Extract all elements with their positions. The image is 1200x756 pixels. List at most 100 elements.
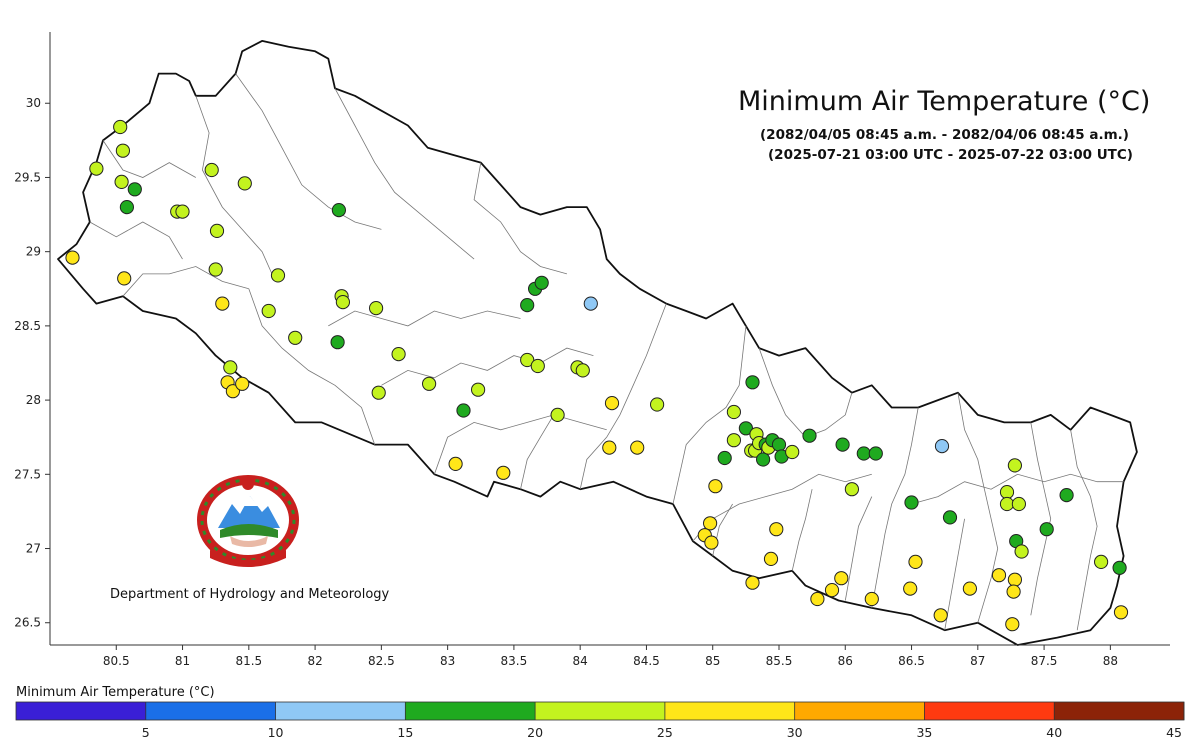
station-marker[interactable]: [1059, 488, 1074, 503]
district-line: [579, 303, 667, 490]
station-marker[interactable]: [856, 446, 871, 461]
station-marker[interactable]: [785, 444, 800, 460]
station-marker[interactable]: [802, 428, 817, 443]
station-marker[interactable]: [127, 182, 142, 197]
station-marker[interactable]: [726, 433, 742, 448]
station-marker[interactable]: [237, 176, 252, 191]
station-marker[interactable]: [810, 591, 825, 607]
station-marker[interactable]: [391, 347, 406, 362]
station-marker[interactable]: [824, 583, 840, 598]
station-marker[interactable]: [331, 203, 346, 218]
station-marker[interactable]: [703, 516, 718, 531]
station-marker[interactable]: [1113, 605, 1129, 620]
station-marker[interactable]: [448, 456, 463, 471]
district-line: [248, 288, 376, 445]
station-marker[interactable]: [534, 275, 549, 290]
legend-tick-label: 20: [527, 725, 543, 740]
station-marker[interactable]: [1011, 496, 1027, 512]
district-line: [328, 310, 521, 327]
station-marker[interactable]: [933, 608, 948, 623]
station-marker[interactable]: [903, 581, 918, 596]
station-marker[interactable]: [371, 385, 386, 400]
station-marker[interactable]: [1014, 544, 1029, 559]
station-marker[interactable]: [119, 200, 135, 215]
station-markers: [65, 119, 1129, 632]
station-marker[interactable]: [704, 535, 719, 550]
station-marker[interactable]: [223, 360, 238, 375]
station-marker[interactable]: [630, 440, 645, 455]
station-marker[interactable]: [904, 495, 919, 510]
district-line: [235, 73, 382, 230]
station-marker[interactable]: [330, 335, 345, 350]
station-marker[interactable]: [763, 551, 779, 567]
station-marker[interactable]: [520, 352, 535, 368]
station-marker[interactable]: [575, 363, 590, 378]
station-marker[interactable]: [422, 376, 437, 391]
station-marker[interactable]: [1112, 560, 1127, 575]
station-marker[interactable]: [769, 522, 784, 537]
station-marker[interactable]: [1094, 554, 1109, 570]
station-marker[interactable]: [520, 298, 535, 313]
station-marker[interactable]: [89, 161, 104, 176]
station-marker[interactable]: [496, 465, 511, 480]
station-marker[interactable]: [215, 296, 230, 311]
station-marker[interactable]: [369, 301, 384, 316]
y-tick-label: 26.5: [14, 616, 41, 630]
station-marker[interactable]: [209, 223, 225, 238]
station-marker[interactable]: [738, 421, 754, 436]
station-marker[interactable]: [335, 295, 350, 310]
station-marker[interactable]: [942, 510, 958, 525]
station-marker[interactable]: [756, 452, 771, 467]
district-line: [434, 414, 607, 475]
station-marker[interactable]: [208, 262, 223, 277]
station-marker[interactable]: [115, 143, 131, 158]
station-marker[interactable]: [175, 204, 190, 219]
legend-bin: [405, 702, 536, 720]
station-marker[interactable]: [1039, 522, 1054, 537]
station-marker[interactable]: [771, 437, 787, 452]
station-marker[interactable]: [471, 382, 486, 397]
station-marker[interactable]: [745, 375, 760, 390]
station-marker[interactable]: [708, 479, 723, 494]
station-marker[interactable]: [717, 450, 732, 466]
x-tick-label: 85: [705, 654, 720, 668]
station-marker[interactable]: [991, 568, 1007, 583]
station-marker[interactable]: [999, 496, 1015, 512]
station-marker[interactable]: [288, 330, 303, 345]
legend-bin: [664, 702, 795, 720]
station-marker[interactable]: [1005, 617, 1020, 632]
station-marker[interactable]: [113, 119, 128, 135]
station-marker[interactable]: [114, 174, 129, 189]
station-marker[interactable]: [962, 581, 978, 596]
station-marker[interactable]: [864, 591, 879, 607]
legend-bin: [145, 702, 276, 720]
station-marker[interactable]: [117, 271, 132, 286]
station-marker[interactable]: [650, 397, 665, 412]
station-marker[interactable]: [604, 396, 620, 411]
station-marker[interactable]: [1007, 458, 1023, 473]
station-marker[interactable]: [261, 303, 276, 319]
station-marker[interactable]: [834, 571, 849, 586]
station-marker[interactable]: [868, 446, 883, 461]
station-marker[interactable]: [65, 250, 80, 265]
station-marker[interactable]: [456, 403, 471, 418]
station-marker[interactable]: [235, 376, 250, 391]
station-marker[interactable]: [726, 404, 742, 420]
station-marker[interactable]: [908, 554, 923, 570]
station-marker[interactable]: [550, 407, 565, 422]
station-marker[interactable]: [745, 575, 760, 590]
station-marker[interactable]: [270, 268, 286, 283]
station-marker[interactable]: [225, 384, 240, 399]
station-marker[interactable]: [204, 162, 219, 178]
station-marker[interactable]: [1007, 572, 1023, 587]
x-tick-label: 84: [573, 654, 588, 668]
station-marker[interactable]: [844, 482, 860, 497]
station-marker[interactable]: [835, 437, 850, 452]
station-marker[interactable]: [999, 485, 1015, 500]
station-marker[interactable]: [583, 296, 598, 311]
x-tick-label: 80.5: [103, 654, 130, 668]
station-marker[interactable]: [1006, 584, 1021, 599]
station-marker[interactable]: [530, 358, 545, 374]
station-marker[interactable]: [934, 439, 950, 454]
station-marker[interactable]: [602, 440, 617, 455]
